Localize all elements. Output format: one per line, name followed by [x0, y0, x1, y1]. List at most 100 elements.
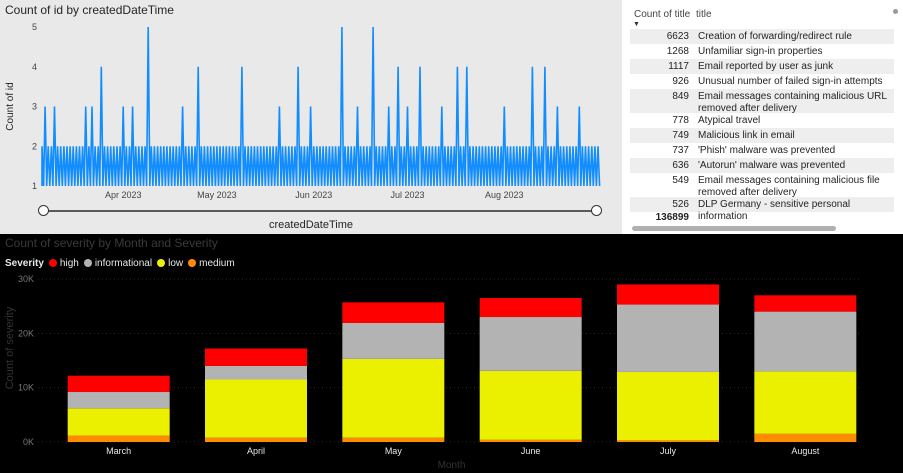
- legend-label: high: [59, 257, 79, 269]
- bar-segment-low: [754, 371, 857, 434]
- alerts-table: Count of title title ▼ 6623 Creation of f…: [628, 0, 903, 234]
- row-count-cell: 778: [672, 115, 689, 126]
- vertical-scrollbar-thumb[interactable]: [893, 9, 898, 14]
- row-title-cell: Unfamiliar sign-in properties: [698, 46, 823, 57]
- bar-y-tick-label: 20K: [18, 328, 34, 338]
- line-chart-svg: 1 2 3 4 5 Count of id Apr 2023 May 2023 Jun 2023…: [5, 22, 601, 200]
- bar-chart-legend: Severity high informational low medium: [5, 256, 240, 270]
- bar-chart-y-axis-label: Count of severity: [4, 306, 16, 390]
- bar-y-tick-label: 10K: [18, 383, 34, 393]
- bar-y-tick-label: 30K: [18, 274, 34, 284]
- line-chart-panel: 1 2 3 4 5 Count of id Apr 2023 May 2023 Jun 2023…: [0, 0, 622, 234]
- column-header-title[interactable]: title: [696, 9, 712, 20]
- table-row[interactable]: 6623 Creation of forwarding/redirect rule: [630, 29, 894, 44]
- bar-chart-x-axis-label: Month: [437, 460, 466, 471]
- line-chart-y-axis-label: Count of id: [5, 82, 16, 130]
- column-header-count[interactable]: Count of title: [634, 9, 691, 20]
- line-x-tick-label: May 2023: [197, 190, 237, 200]
- row-title-cell: Email messages containing malicious URL …: [698, 91, 887, 114]
- bar-x-tick-label: July: [660, 446, 677, 456]
- row-title-cell: Creation of forwarding/redirect rule: [698, 31, 852, 42]
- row-title-cell: Atypical travel: [698, 115, 761, 126]
- line-y-tick-label: 5: [32, 22, 37, 32]
- table-total: 136899: [655, 212, 689, 223]
- bar-segment-high: [342, 302, 445, 324]
- table-row[interactable]: 926 Unusual number of failed sign-in atte…: [630, 74, 894, 89]
- row-count-cell: 737: [672, 145, 689, 156]
- bar-segment-low: [342, 358, 445, 438]
- row-count-cell: 549: [672, 175, 689, 186]
- line-series-count-of-id: [41, 26, 601, 187]
- row-title-cell: 'Autorun' malware was prevented: [698, 160, 846, 171]
- bar-segment-low: [67, 408, 170, 436]
- table-row[interactable]: 526 DLP Germany - sensitive personal info…: [630, 197, 894, 222]
- bar-segment-medium: [67, 435, 170, 442]
- bar-x-tick-label: June: [521, 446, 541, 456]
- line-x-tick-label: Jul 2023: [390, 190, 424, 200]
- table-row[interactable]: 849 Email messages containing malicious U…: [630, 89, 894, 114]
- line-y-tick-label: 1: [32, 181, 37, 191]
- table-row[interactable]: 737 'Phish' malware was prevented: [630, 143, 894, 158]
- row-count-cell: 526: [672, 199, 689, 210]
- table-row[interactable]: 749 Malicious link in email: [630, 128, 894, 143]
- bar-segment-medium: [617, 440, 719, 442]
- bar-y-tick-label: 0K: [23, 437, 34, 447]
- bar-segment-high: [479, 298, 582, 318]
- legend-item-medium[interactable]: medium: [188, 258, 235, 269]
- bar-segment-low: [205, 379, 307, 438]
- line-x-tick-label: Apr 2023: [105, 190, 142, 200]
- legend-title: Severity: [5, 257, 44, 269]
- bar-x-tick-label: April: [247, 446, 265, 456]
- bar-segment-informational: [754, 311, 857, 372]
- bar-segment-high: [617, 284, 719, 305]
- bar-chart-svg: 0K 10K 20K 30K March April May June July August: [18, 274, 862, 456]
- bar-segment-medium: [754, 433, 857, 442]
- line-y-tick-label: 2: [32, 141, 37, 151]
- legend-item-informational[interactable]: informational: [83, 257, 153, 269]
- bar-chart-panel: 0K 10K 20K 30K March April May June July August C…: [0, 234, 903, 473]
- date-slider-track[interactable]: [44, 210, 596, 212]
- row-count-cell: 849: [672, 91, 689, 102]
- sort-descending-icon[interactable]: ▼: [633, 21, 640, 28]
- bar-segment-high: [754, 295, 857, 312]
- bar-x-tick-label: May: [385, 446, 403, 456]
- table-header: Count of title title ▼: [628, 4, 898, 28]
- bar-segment-medium: [479, 439, 582, 442]
- legend-label: informational: [94, 257, 153, 269]
- date-slider-start-handle[interactable]: [38, 205, 49, 216]
- row-title-cell: Email reported by user as junk: [698, 61, 834, 72]
- bar-segment-informational: [205, 365, 307, 380]
- table-row[interactable]: 1117 Email reported by user as junk: [630, 59, 894, 74]
- bar-segment-medium: [205, 437, 307, 442]
- line-chart-title: Count of id by createdDateTime: [5, 3, 174, 17]
- bar-segment-low: [617, 371, 719, 441]
- legend-item-high[interactable]: high: [48, 257, 79, 269]
- legend-dot-icon: [188, 259, 197, 267]
- legend-dot-icon: [157, 259, 166, 267]
- table-row[interactable]: 1268 Unfamiliar sign-in properties: [630, 44, 894, 59]
- row-count-cell: 926: [672, 76, 689, 87]
- bar-segment-informational: [67, 392, 170, 409]
- horizontal-scrollbar[interactable]: [632, 226, 836, 231]
- date-slider-end-handle[interactable]: [591, 205, 602, 216]
- line-chart-x-axis-label: createdDateTime: [269, 219, 353, 231]
- legend-item-low[interactable]: low: [157, 258, 183, 269]
- row-count-cell: 636: [672, 160, 689, 171]
- bar-chart-title: Count of severity by Month and Severity: [5, 236, 218, 250]
- legend-dot-icon: [83, 259, 92, 267]
- line-x-tick-label: Jun 2023: [295, 190, 332, 200]
- bar-segment-low: [479, 370, 582, 440]
- row-count-cell: 1117: [668, 61, 689, 72]
- legend-label: low: [168, 257, 184, 269]
- legend-label: medium: [199, 257, 235, 269]
- table-row[interactable]: 549 Email messages containing malicious f…: [630, 173, 894, 198]
- row-count-cell: 749: [672, 130, 689, 141]
- bar-segment-informational: [479, 317, 582, 371]
- table-row[interactable]: 636 'Autorun' malware was prevented: [630, 158, 894, 173]
- row-title-cell: DLP Germany - sensitive personal informa…: [698, 199, 851, 222]
- row-count-cell: 6623: [666, 31, 689, 42]
- row-count-cell: 1268: [666, 46, 689, 57]
- line-y-tick-label: 4: [32, 62, 37, 72]
- table-row[interactable]: 778 Atypical travel: [630, 113, 894, 128]
- row-title-cell: 'Phish' malware was prevented: [698, 145, 836, 156]
